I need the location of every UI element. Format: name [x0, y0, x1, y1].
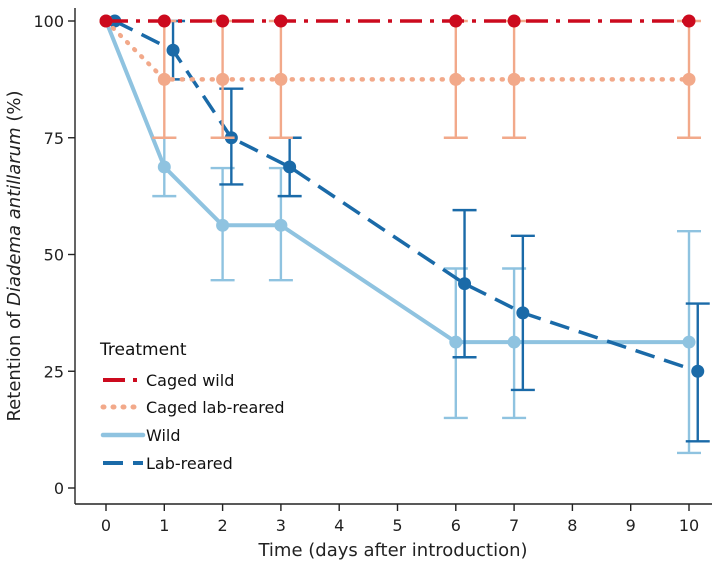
data-point [507, 14, 521, 28]
legend-label: Wild [146, 426, 181, 445]
legend-item: Caged wild [103, 371, 234, 390]
x-axis-title: Time (days after introduction) [257, 540, 527, 561]
data-point [516, 306, 530, 320]
y-tick-label: 25 [44, 362, 64, 381]
data-point [216, 14, 230, 28]
legend-item: Wild [100, 426, 181, 445]
series-line [113, 19, 699, 373]
series-layer [99, 14, 710, 455]
series-caged-lab-reared [99, 14, 701, 139]
y-tick-label: 100 [33, 12, 64, 31]
data-point [507, 72, 521, 86]
y-tick-label: 0 [54, 479, 64, 498]
legend-item: Lab-reared [103, 454, 233, 473]
legend: Treatment Caged wild Caged lab-reared Wild… [99, 340, 285, 473]
x-tick-label: 10 [679, 516, 699, 535]
legend-label: Lab-reared [146, 454, 233, 473]
x-tick-label: 3 [276, 516, 286, 535]
y-axis-title-species: Diadema antillarum [4, 127, 25, 306]
x-tick-label: 2 [218, 516, 228, 535]
data-point [449, 72, 463, 86]
legend-item: Caged lab-reared [100, 398, 285, 417]
data-point [274, 72, 288, 86]
series-line [103, 18, 692, 82]
axes: 0 25 50 75 100 0 1 2 3 4 5 6 7 8 9 10 [33, 8, 712, 535]
data-point [682, 72, 696, 86]
x-ticks: 0 1 2 3 4 5 6 7 8 9 10 [101, 504, 699, 535]
data-point [283, 160, 297, 174]
data-point [157, 72, 171, 86]
data-point [166, 43, 180, 57]
y-axis-title-prefix: Retention of [4, 306, 25, 422]
data-point [682, 14, 696, 28]
y-tick-label: 50 [44, 246, 64, 265]
x-tick-label: 1 [159, 516, 169, 535]
data-point [449, 335, 463, 349]
legend-label: Caged wild [146, 371, 234, 390]
x-tick-label: 9 [626, 516, 636, 535]
data-point [216, 72, 230, 86]
y-ticks: 0 25 50 75 100 [33, 12, 75, 498]
data-point [682, 335, 696, 349]
x-tick-label: 7 [509, 516, 519, 535]
legend-items: Caged wild Caged lab-reared Wild Lab-reared [100, 371, 285, 473]
y-tick-label: 75 [44, 129, 64, 148]
x-tick-label: 8 [567, 516, 577, 535]
x-tick-label: 5 [392, 516, 402, 535]
data-point [449, 14, 463, 28]
data-point [157, 14, 171, 28]
data-point [274, 14, 288, 28]
data-point [691, 364, 705, 378]
y-axis-title: Retention of Diadema antillarum (%) [4, 90, 25, 421]
x-tick-label: 4 [334, 516, 344, 535]
data-point [99, 14, 113, 28]
data-point [507, 335, 521, 349]
series-line [104, 19, 691, 345]
x-tick-label: 6 [451, 516, 461, 535]
data-point [458, 277, 472, 291]
data-point [157, 160, 171, 174]
legend-title: Treatment [99, 340, 187, 360]
series-caged-wild [99, 14, 696, 28]
data-point [216, 218, 230, 232]
data-point [274, 218, 288, 232]
legend-label: Caged lab-reared [146, 398, 285, 417]
y-axis-title-suffix: (%) [4, 90, 25, 127]
x-tick-label: 0 [101, 516, 111, 535]
